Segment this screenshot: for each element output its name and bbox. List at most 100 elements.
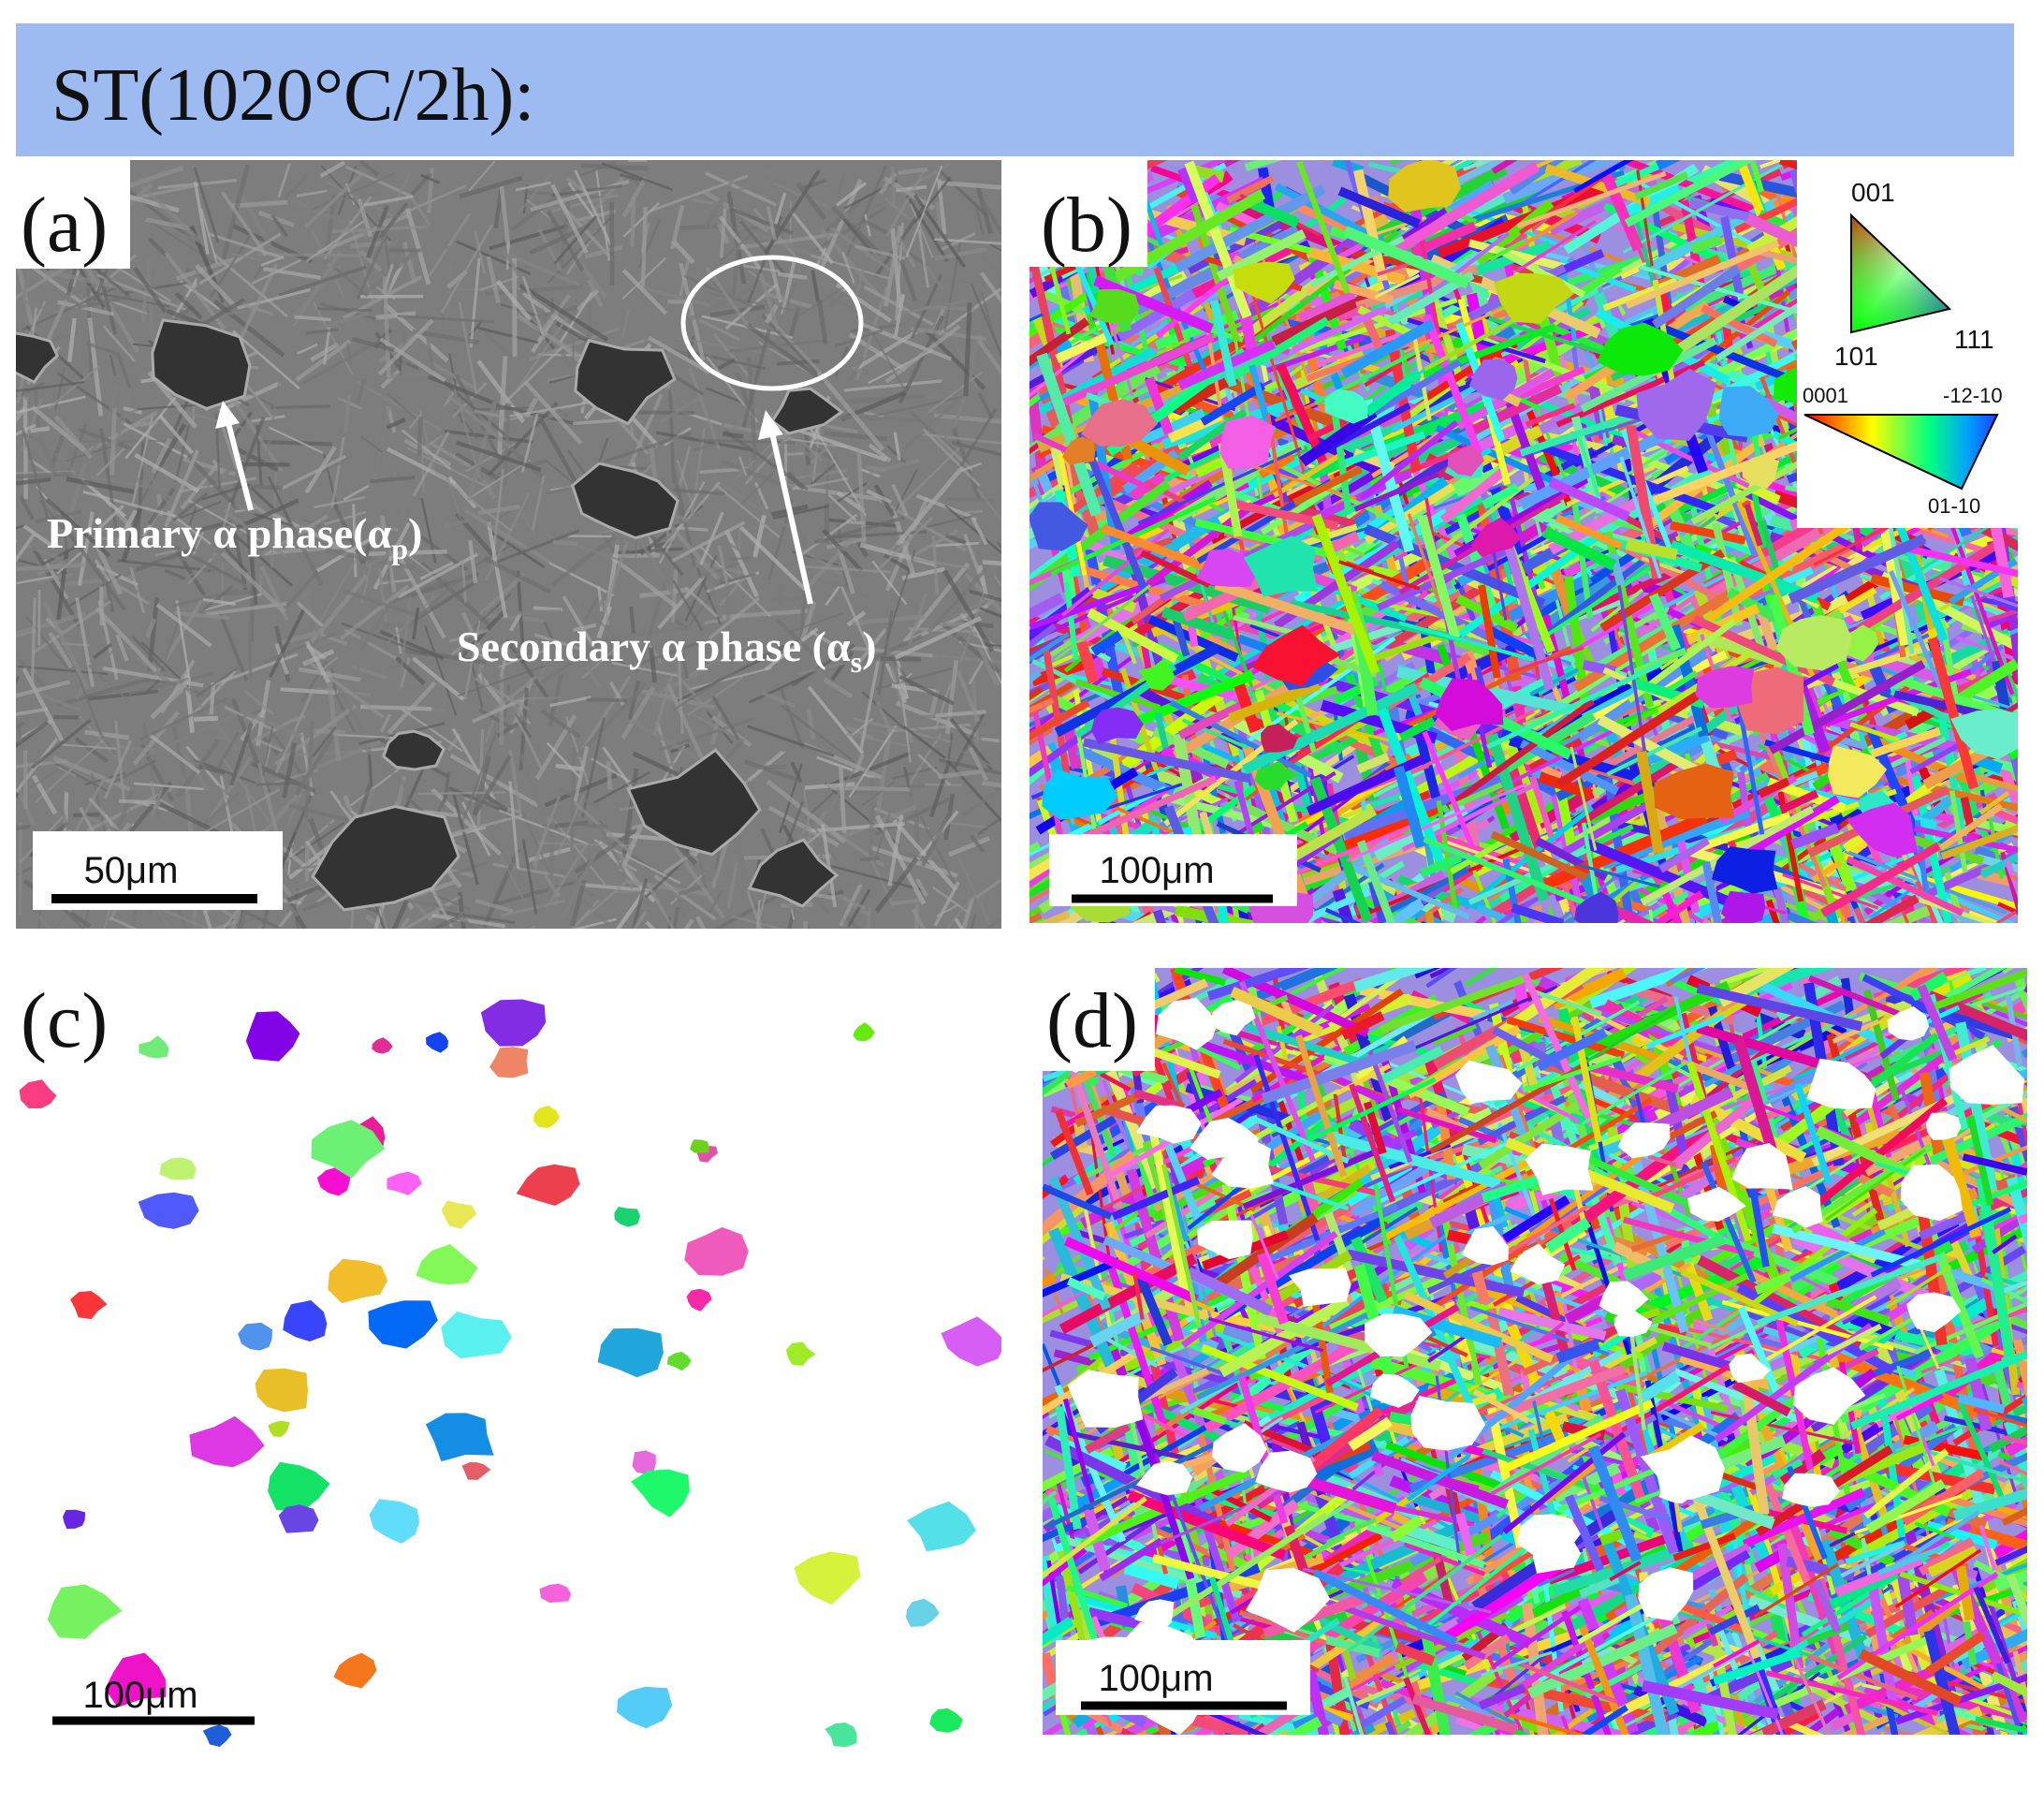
grain bbox=[2017, 459, 2018, 518]
primary-alpha-grain bbox=[785, 1341, 816, 1366]
lath bbox=[629, 606, 636, 634]
lath bbox=[358, 160, 380, 177]
lath bbox=[456, 240, 531, 275]
lath bbox=[920, 811, 952, 868]
lath bbox=[627, 680, 641, 720]
lath bbox=[440, 224, 493, 314]
grain bbox=[1029, 897, 1059, 923]
lath bbox=[220, 191, 268, 257]
primary-alpha-grain bbox=[690, 1139, 710, 1153]
primary-alpha-grain bbox=[441, 1200, 477, 1229]
lath bbox=[458, 301, 478, 393]
lath bbox=[412, 656, 465, 701]
lath bbox=[310, 574, 369, 644]
lath bbox=[958, 640, 1001, 652]
lath bbox=[343, 628, 398, 660]
lath bbox=[427, 883, 454, 928]
lath bbox=[896, 700, 977, 737]
lath bbox=[532, 655, 548, 706]
lath bbox=[443, 518, 469, 529]
lath bbox=[207, 232, 285, 260]
lath bbox=[679, 262, 706, 360]
lath bbox=[982, 781, 1001, 788]
lath bbox=[212, 919, 237, 929]
lath bbox=[23, 299, 59, 315]
lath bbox=[22, 667, 65, 742]
lath bbox=[781, 283, 797, 319]
grain bbox=[1348, 898, 1425, 923]
grain bbox=[1228, 680, 1321, 724]
lath bbox=[558, 787, 600, 808]
lath bbox=[486, 795, 508, 813]
lath bbox=[906, 194, 949, 263]
lath bbox=[669, 204, 685, 250]
lath bbox=[622, 201, 660, 238]
grain bbox=[1978, 790, 2010, 815]
lath bbox=[875, 701, 894, 734]
lath bbox=[21, 428, 50, 520]
lath bbox=[938, 758, 1001, 775]
lath bbox=[427, 374, 494, 404]
lath bbox=[85, 341, 118, 356]
lath bbox=[111, 758, 157, 784]
lath bbox=[457, 665, 546, 697]
lath bbox=[577, 259, 608, 300]
lath bbox=[854, 538, 869, 558]
grain bbox=[1445, 698, 1595, 810]
lath bbox=[16, 524, 26, 530]
grain bbox=[1701, 304, 1778, 347]
grain bbox=[1514, 211, 1579, 251]
grain bbox=[1223, 316, 1330, 385]
grain bbox=[1029, 319, 1203, 373]
lath bbox=[16, 562, 87, 572]
lath bbox=[497, 648, 548, 668]
lath bbox=[355, 378, 367, 404]
grain bbox=[1949, 790, 1968, 873]
lath bbox=[691, 641, 707, 689]
grain bbox=[1634, 171, 1689, 200]
grain bbox=[1511, 903, 1565, 923]
lath bbox=[179, 680, 239, 752]
lath bbox=[486, 256, 501, 303]
lath bbox=[951, 440, 1001, 457]
grain bbox=[1502, 858, 1546, 923]
grain bbox=[1036, 352, 1102, 517]
lath bbox=[386, 354, 419, 371]
primary-alpha-grain bbox=[1719, 386, 1779, 437]
lath bbox=[164, 568, 186, 581]
grain bbox=[1641, 730, 1710, 767]
lath bbox=[646, 883, 675, 929]
grain bbox=[1029, 632, 1070, 669]
lath bbox=[53, 415, 93, 460]
lath bbox=[459, 175, 523, 199]
lath bbox=[241, 462, 290, 467]
lath bbox=[976, 488, 1001, 522]
lath bbox=[970, 511, 1001, 535]
grain bbox=[1574, 759, 1680, 828]
lath bbox=[128, 567, 210, 595]
lath bbox=[816, 371, 884, 451]
grain bbox=[1087, 608, 1179, 664]
lath bbox=[880, 656, 922, 662]
grain bbox=[1271, 291, 1372, 346]
lath bbox=[620, 173, 647, 183]
grain bbox=[1029, 919, 1077, 923]
lath bbox=[716, 535, 745, 554]
grain bbox=[1029, 317, 1090, 379]
lath bbox=[719, 573, 748, 607]
lath bbox=[693, 713, 731, 736]
lath bbox=[250, 487, 275, 510]
grain bbox=[1340, 860, 1471, 920]
lath bbox=[676, 895, 687, 917]
lath bbox=[615, 887, 648, 929]
lath bbox=[891, 483, 909, 517]
lath bbox=[412, 329, 480, 345]
lath bbox=[635, 534, 675, 595]
grain bbox=[1638, 186, 1802, 277]
lath bbox=[242, 303, 273, 315]
lath bbox=[810, 574, 869, 599]
grain bbox=[1093, 275, 1214, 334]
lath bbox=[926, 514, 976, 529]
primary-alpha-grain bbox=[63, 1509, 85, 1530]
